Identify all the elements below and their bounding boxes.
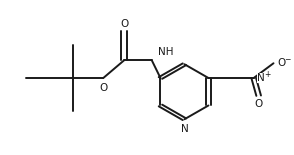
- Text: O: O: [278, 58, 286, 68]
- Text: O: O: [99, 83, 107, 93]
- Text: NH: NH: [158, 47, 173, 57]
- Text: O: O: [120, 19, 128, 29]
- Text: O: O: [255, 100, 263, 109]
- Text: −: −: [285, 55, 291, 64]
- Text: N: N: [257, 73, 264, 83]
- Text: N: N: [181, 124, 188, 134]
- Text: +: +: [264, 70, 270, 79]
